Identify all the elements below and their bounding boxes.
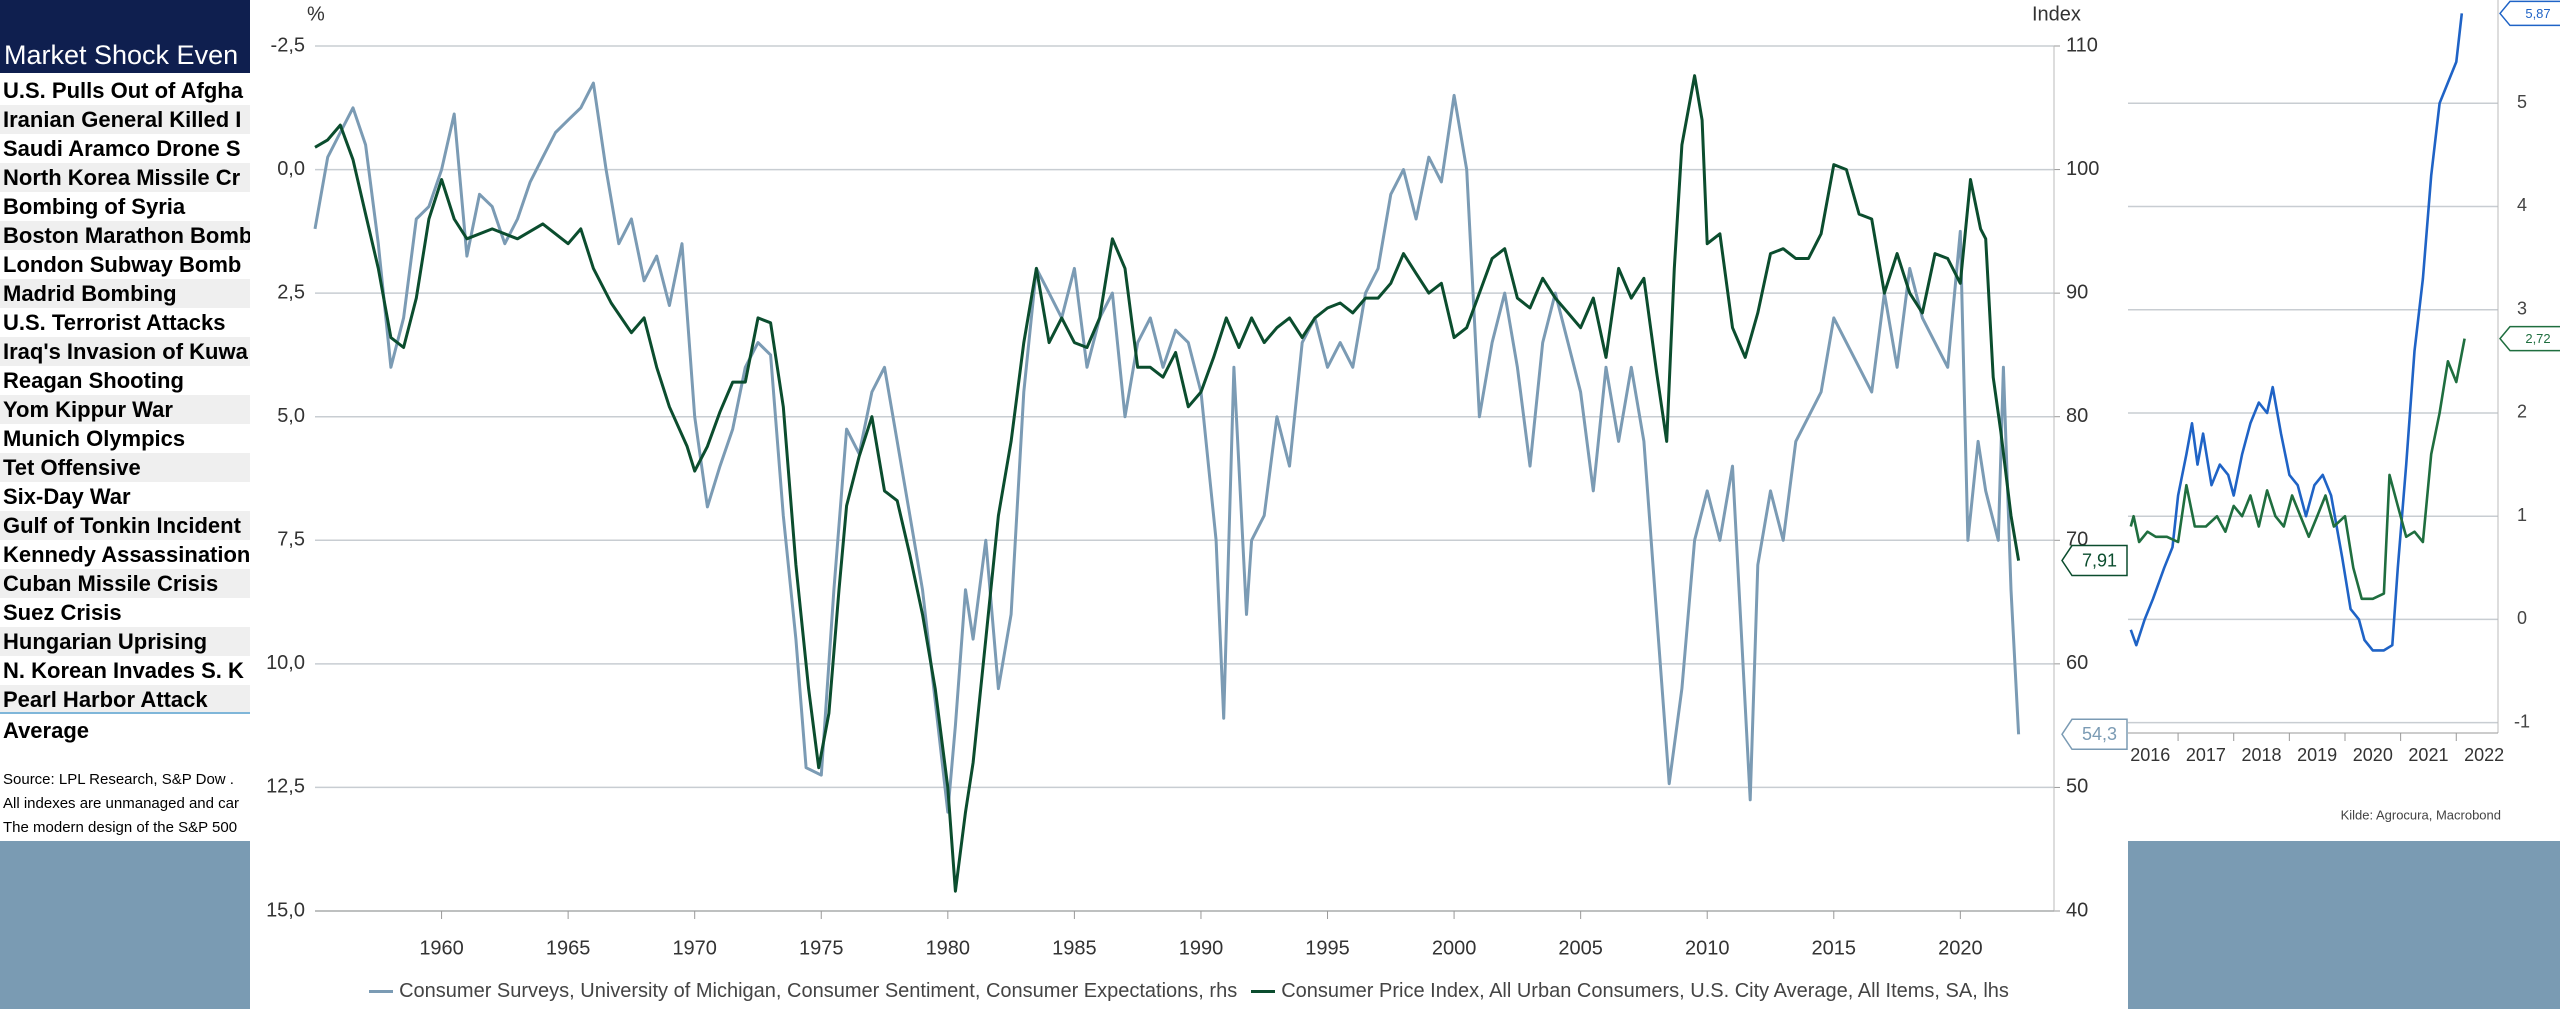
x-tick-label: 2022 — [2464, 745, 2504, 765]
table-row: Saudi Aramco Drone S — [3, 136, 241, 161]
table-row: Pearl Harbor Attack — [0, 685, 250, 714]
end-label: 54,3 — [2082, 724, 2117, 744]
background-panel — [0, 841, 250, 1009]
y2-tick-label: 60 — [2066, 652, 2088, 674]
table-row: Bombing of Syria — [3, 194, 186, 219]
source: Kilde: Agrocura, Macrobond — [2341, 807, 2501, 822]
table-row: U.S. Terrorist Attacks — [3, 310, 226, 335]
note: The modern design of the S&P 500 — [3, 819, 238, 836]
x-tick-label: 2021 — [2408, 745, 2448, 765]
x-tick-label: 2015 — [1812, 937, 1857, 959]
table-row: U.S. Pulls Out of Afgha — [3, 78, 243, 103]
series-line — [2129, 338, 2466, 601]
end-label: 2,72 — [2525, 331, 2550, 346]
table-row: Six-Day War — [3, 484, 131, 509]
y-tick-label: 15,0 — [266, 899, 305, 921]
table-title: Market Shock Even — [4, 40, 239, 70]
legend-item: Consumer Price Index, All Urban Consumer… — [1251, 980, 2009, 1003]
separator — [0, 712, 250, 714]
table-row: Cuban Missile Crisis — [0, 569, 250, 598]
series-line — [313, 81, 2021, 814]
series-line — [2129, 13, 2464, 652]
x-tick-label: 1995 — [1305, 937, 1350, 959]
y-tick-label: 2,5 — [277, 281, 305, 303]
x-tick-label: 2005 — [1558, 937, 1603, 959]
legend-item: Consumer Surveys, University of Michigan… — [369, 980, 1237, 1003]
end-label: 7,91 — [2082, 550, 2117, 570]
legend-label: Consumer Price Index, All Urban Consumer… — [1281, 979, 2009, 1002]
y-tick-label: -2,5 — [271, 34, 305, 56]
y-tick-label: 3 — [2517, 298, 2527, 318]
x-tick-label: 1975 — [799, 937, 844, 959]
x-tick-label: 1980 — [926, 937, 971, 959]
background-panel — [2128, 841, 2560, 1009]
x-tick-label: 2018 — [2242, 745, 2282, 765]
y-tick-label: 5 — [2517, 92, 2527, 112]
end-label-box — [2061, 718, 2128, 751]
note: All indexes are unmanaged and car — [3, 795, 239, 812]
x-tick-label: 2010 — [1685, 937, 1730, 959]
y-tick-label: 12,5 — [266, 776, 305, 798]
x-tick-label: 2017 — [2186, 745, 2226, 765]
y-tick-label: 10,0 — [266, 652, 305, 674]
y2-tick-label: 100 — [2066, 158, 2099, 180]
table-row: N. Korean Invades S. K — [3, 658, 244, 683]
y-tick-label: 4 — [2517, 195, 2527, 215]
average-row: Average — [3, 718, 90, 743]
x-tick-label: 1985 — [1052, 937, 1097, 959]
table-row: Gulf of Tonkin Incident — [0, 511, 250, 540]
series-line — [314, 74, 2021, 893]
end-label: 5,87 — [2525, 6, 2550, 21]
legend: Consumer Surveys, University of Michigan… — [250, 975, 2128, 1007]
table-row: Tet Offensive — [0, 453, 250, 482]
table-window: Market Shock Even U.S. Pulls Out of Afgh… — [0, 0, 250, 1009]
y2-axis-title: Index — [2032, 3, 2081, 25]
x-tick-label: 1965 — [546, 937, 591, 959]
y-axis-title: % — [307, 3, 325, 25]
title-bar — [0, 0, 250, 73]
table-row: Boston Marathon Bomb — [0, 221, 250, 250]
end-label-box — [2061, 544, 2128, 577]
table-row: London Subway Bomb — [3, 252, 242, 277]
end-label-box — [2499, 325, 2560, 352]
table-row: Madrid Bombing — [0, 279, 250, 308]
table-row: Hungarian Uprising — [0, 627, 250, 656]
y-tick-label: 0 — [2517, 608, 2527, 628]
y2-tick-label: 80 — [2066, 405, 2088, 427]
x-tick-label: 2020 — [2353, 745, 2393, 765]
table-row: Kennedy Assassination — [3, 542, 250, 567]
x-tick-label: 1990 — [1179, 937, 1224, 959]
table-row: Yom Kippur War — [0, 395, 250, 424]
x-tick-label: 1970 — [672, 937, 717, 959]
note: Source: LPL Research, S&P Dow . — [3, 771, 234, 788]
table-row: Munich Olympics — [3, 426, 186, 451]
y-tick-label: 2 — [2517, 402, 2527, 422]
table-row: Iraq's Invasion of Kuwa — [0, 337, 250, 366]
table-row: Suez Crisis — [3, 600, 122, 625]
x-tick-label: 2020 — [1938, 937, 1983, 959]
x-tick-label: 2000 — [1432, 937, 1477, 959]
y-tick-label: 1 — [2517, 505, 2527, 525]
y-tick-label: 0,0 — [277, 158, 305, 180]
table-row: Iranian General Killed I — [0, 105, 250, 134]
y-tick-label: -1 — [2514, 711, 2530, 731]
legend-swatch — [1251, 989, 1276, 993]
y-tick-label: 5,0 — [277, 405, 305, 427]
x-tick-label: 1960 — [419, 937, 464, 959]
x-tick-label: 2016 — [2130, 745, 2170, 765]
x-tick-label: 2019 — [2297, 745, 2337, 765]
y2-tick-label: 50 — [2066, 776, 2088, 798]
y2-tick-label: 90 — [2066, 281, 2088, 303]
table-row: North Korea Missile Cr — [0, 163, 250, 192]
y2-tick-label: 40 — [2066, 899, 2088, 921]
legend-label: Consumer Surveys, University of Michigan… — [399, 979, 1238, 1002]
legend-swatch — [369, 989, 394, 993]
table-row: Reagan Shooting — [3, 368, 184, 393]
y2-tick-label: 110 — [2066, 34, 2098, 56]
y-tick-label: 7,5 — [277, 529, 305, 551]
end-label-box — [2499, 0, 2560, 27]
